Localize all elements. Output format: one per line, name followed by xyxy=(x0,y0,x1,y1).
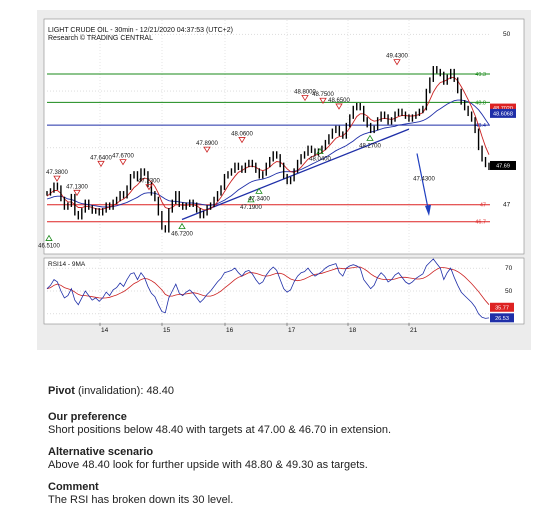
support-level-label: 47 xyxy=(480,203,486,209)
low-marker xyxy=(178,222,186,230)
high-marker xyxy=(97,160,105,168)
pivot-title: Pivot xyxy=(48,385,75,397)
high-marker xyxy=(119,159,127,166)
alternative-text: Above 48.40 look for further upside with… xyxy=(48,459,368,471)
high-label: 49.4300 xyxy=(386,54,408,60)
support-level-label: 46.7 xyxy=(475,220,486,226)
comment-title: Comment xyxy=(48,481,99,493)
low-label: 46.7200 xyxy=(171,232,193,238)
low-label: 46.5100 xyxy=(38,244,60,250)
price-panel xyxy=(43,18,525,255)
low-label: 48.0400 xyxy=(309,157,331,163)
x-axis-tick: 15 xyxy=(163,327,171,334)
x-axis-tick: 17 xyxy=(288,327,296,334)
rsi-layer: 26.53 35.77 70 50 14 15 16 17 18 21 xyxy=(46,258,514,334)
high-label: 48.8000 xyxy=(294,89,316,95)
preference-text: Short positions below 48.40 with targets… xyxy=(48,424,392,436)
alternative-note: Alternative scenario Above 48.40 look fo… xyxy=(48,446,518,472)
rsi-tag xyxy=(490,302,514,312)
high-marker xyxy=(393,59,401,66)
rsi-tag-label: 35.77 xyxy=(495,305,509,311)
high-label: 47.6700 xyxy=(112,154,134,160)
high-label: 48.6500 xyxy=(328,98,350,104)
chart-source: Research © TRADING CENTRAL xyxy=(48,34,153,42)
rising-trendline xyxy=(181,128,410,221)
alternative-title: Alternative scenario xyxy=(48,446,154,458)
high-marker xyxy=(335,103,343,110)
high-label: 47.6400 xyxy=(90,155,112,161)
target-arrow xyxy=(416,153,430,214)
low-label: 48.2700 xyxy=(359,144,381,150)
x-axis-tick: 14 xyxy=(101,327,109,334)
high-marker xyxy=(203,146,211,153)
preference-title: Our preference xyxy=(48,411,127,423)
pivot-level-label: 48.4 xyxy=(475,123,486,129)
preference-note: Our preference Short positions below 48.… xyxy=(48,411,518,437)
comment-text: The RSI has broken down its 30 level. xyxy=(48,494,234,506)
rsi-title: RSI14 - 9MA xyxy=(48,261,86,268)
price-tag xyxy=(490,108,516,118)
x-axis-tick: 21 xyxy=(410,327,418,334)
chart-title: LIGHT CRUDE OIL - 30min - 12/21/2020 04:… xyxy=(48,27,233,34)
resistance-level-label: 49.3 xyxy=(475,72,486,78)
low-marker xyxy=(366,134,374,141)
price-axis-tick: 47 xyxy=(503,202,511,209)
rsi-line xyxy=(46,258,490,319)
price-tag-label: 48.6068 xyxy=(493,111,513,117)
low-label: 47.3400 xyxy=(248,196,270,202)
high-label: 48.7500 xyxy=(312,92,334,98)
price-tag-label: 47.69 xyxy=(496,163,510,169)
target-label: 47.4300 xyxy=(413,176,435,182)
low-marker xyxy=(316,147,324,154)
price-axis-tick: 50 xyxy=(503,31,511,38)
high-label: 47.1300 xyxy=(66,184,88,190)
comment-note: Comment The RSI has broken down its 30 l… xyxy=(48,481,518,507)
rsi-axis-tick: 70 xyxy=(505,265,513,272)
rsi-tag-label: 26.53 xyxy=(495,316,509,322)
rsi-axis-tick: 50 xyxy=(505,288,513,295)
target-arrowhead xyxy=(425,204,431,217)
high-marker xyxy=(238,137,246,144)
high-marker xyxy=(301,95,309,102)
pivot-text: (invalidation): 48.40 xyxy=(74,385,174,397)
high-label: 47.2300 xyxy=(138,179,160,185)
price-tag xyxy=(490,103,516,113)
slow-ma-line xyxy=(46,99,490,208)
low-marker xyxy=(45,234,53,241)
low-label: 47.1900 xyxy=(240,205,262,211)
chart-frame: 49.3 48.8 48.4 47 46.7 47.3800 47.1300 47.6400 4… xyxy=(37,10,531,350)
price-tag xyxy=(490,160,516,170)
resistance-level-label: 48.8 xyxy=(475,100,486,106)
high-marker xyxy=(319,97,327,105)
low-marker xyxy=(247,196,255,203)
high-marker xyxy=(145,184,153,191)
low-marker xyxy=(255,187,263,194)
high-marker xyxy=(73,189,81,197)
high-label: 47.8900 xyxy=(196,141,218,147)
x-axis-tick: 16 xyxy=(226,327,234,334)
high-marker xyxy=(53,175,61,182)
rsi-tag xyxy=(490,313,514,323)
high-label: 47.3800 xyxy=(46,170,68,176)
high-label: 48.0600 xyxy=(231,131,253,137)
x-axis-tick: 18 xyxy=(349,327,357,334)
pivot-note: Pivot (invalidation): 48.40 xyxy=(48,385,518,398)
